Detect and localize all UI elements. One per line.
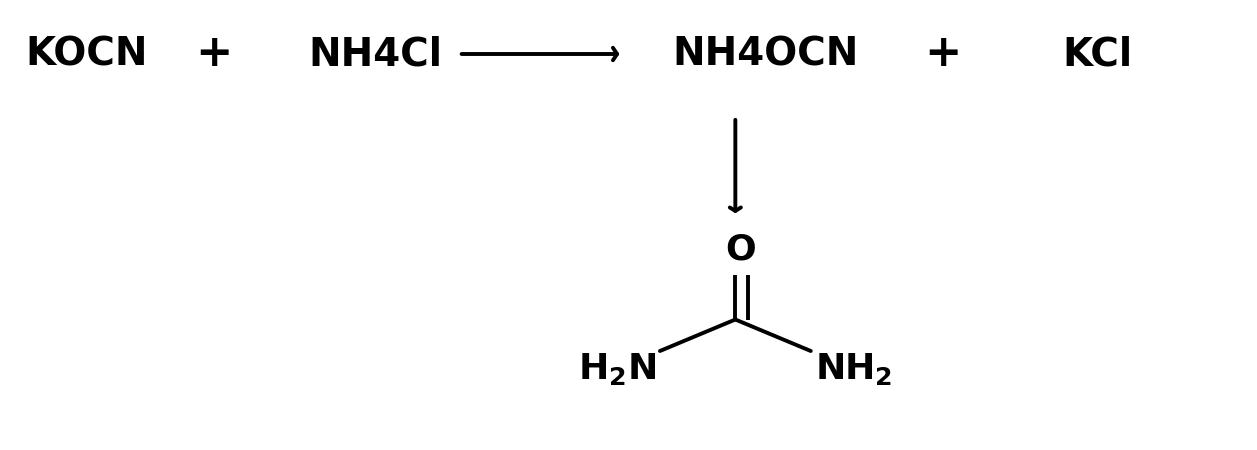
Text: H$_\mathregular{2}$N: H$_\mathregular{2}$N	[578, 351, 656, 387]
Text: NH4OCN: NH4OCN	[672, 35, 859, 73]
Text: O: O	[725, 233, 755, 267]
Text: KOCN: KOCN	[25, 35, 147, 73]
Text: +: +	[195, 32, 233, 76]
Text: KCl: KCl	[1062, 35, 1133, 73]
Text: +: +	[924, 32, 962, 76]
Text: NH4Cl: NH4Cl	[308, 35, 442, 73]
Text: NH$_\mathregular{2}$: NH$_\mathregular{2}$	[815, 351, 891, 387]
